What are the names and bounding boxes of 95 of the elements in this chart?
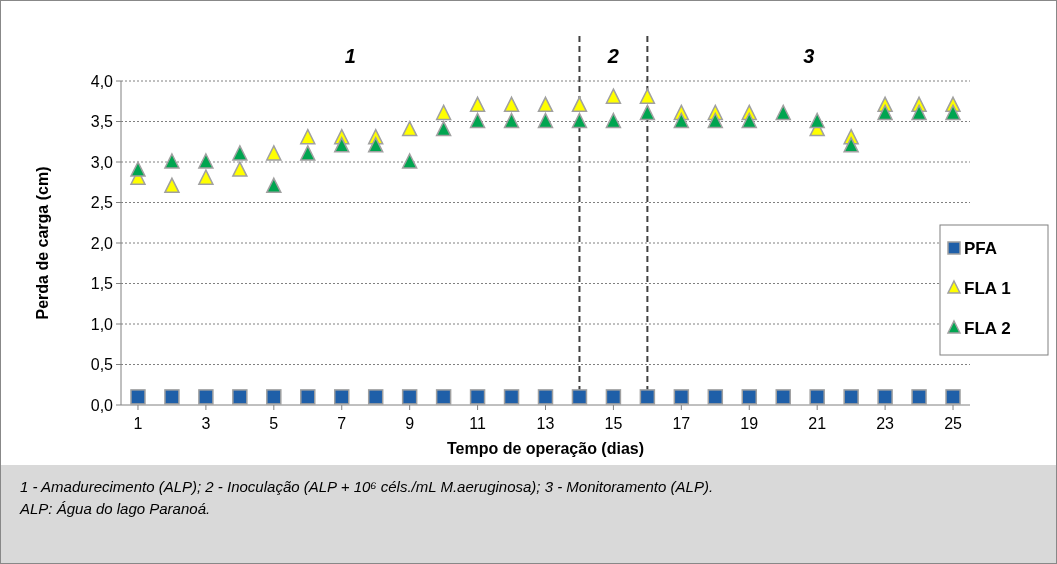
y-tick-label: 2,5 <box>90 194 114 212</box>
point <box>300 389 316 405</box>
point <box>198 389 214 405</box>
point <box>503 112 520 129</box>
point <box>809 389 825 405</box>
point <box>537 389 554 405</box>
point <box>673 389 690 405</box>
x-tick-label: 21 <box>808 415 827 432</box>
legend-label: FLA 1 <box>964 278 1011 298</box>
legend-label: PFA <box>964 238 998 258</box>
x-tick-label: 25 <box>944 415 963 432</box>
point <box>639 88 656 104</box>
text: 3 <box>803 45 815 67</box>
x-tick-label: 3 <box>201 415 211 432</box>
point <box>232 161 248 177</box>
y-axis-title: Perda de carga (cm) <box>34 166 51 320</box>
point <box>300 145 316 161</box>
point <box>673 112 690 129</box>
point <box>639 389 656 405</box>
y-tick-label: 1,0 <box>90 315 114 333</box>
point <box>911 389 927 405</box>
x-axis-title: Tempo de operação (dias) <box>446 440 645 457</box>
point <box>266 145 282 161</box>
point <box>775 389 791 405</box>
point <box>945 389 961 405</box>
point <box>605 112 622 129</box>
x-tick-label: 17 <box>672 415 691 432</box>
point <box>198 153 214 169</box>
point <box>741 112 758 129</box>
text: 1 <box>344 45 356 67</box>
y-tick-label: 2,0 <box>90 234 114 252</box>
x-tick-label: 1 <box>133 415 143 432</box>
point <box>877 104 893 121</box>
point <box>300 128 316 145</box>
point <box>333 389 350 405</box>
point <box>843 137 859 153</box>
point <box>469 96 486 113</box>
y-tick-label: 4,0 <box>90 72 114 90</box>
point <box>130 389 146 405</box>
point <box>707 389 724 405</box>
point <box>401 120 418 137</box>
point <box>741 389 758 405</box>
x-tick-label: 7 <box>337 415 347 432</box>
point <box>503 96 520 113</box>
point <box>775 104 791 121</box>
point <box>537 112 554 129</box>
x-tick-label: 19 <box>740 415 759 432</box>
text: ALP: Água do lago Paranoá. <box>19 500 211 517</box>
point <box>435 120 452 137</box>
point <box>809 112 825 129</box>
point <box>232 389 248 405</box>
point <box>571 112 588 129</box>
point <box>911 104 927 121</box>
text: 2 <box>606 45 619 67</box>
x-tick-label: 5 <box>269 415 279 432</box>
x-tick-label: 11 <box>469 415 486 432</box>
point <box>469 389 486 405</box>
point <box>130 161 146 177</box>
point <box>164 177 180 194</box>
point <box>266 177 282 194</box>
point <box>605 88 622 104</box>
x-tick-label: 23 <box>876 415 895 432</box>
point <box>945 104 961 121</box>
point <box>367 389 384 405</box>
point <box>639 104 656 121</box>
point <box>266 389 282 405</box>
point <box>435 389 452 405</box>
text: 1 - Amadurecimento (ALP); 2 - Inoculação (ALP + 10⁶ céls./mL M.aeruginosa); 3 - Monitoramento (ALP). <box>20 478 714 495</box>
point <box>843 389 859 405</box>
x-tick-label: 9 <box>405 415 415 432</box>
y-tick-label: 3,5 <box>90 113 114 131</box>
y-tick-label: 0,5 <box>90 356 114 374</box>
y-tick-label: 3,0 <box>90 153 114 171</box>
point <box>435 104 452 121</box>
point <box>707 112 724 129</box>
y-tick-label: 0,0 <box>90 396 114 414</box>
point <box>198 169 214 185</box>
point <box>164 153 180 169</box>
point <box>401 153 418 169</box>
point <box>367 137 384 153</box>
y-tick-label: 1,5 <box>90 275 114 293</box>
x-tick-label: 13 <box>536 415 555 432</box>
point <box>571 96 588 113</box>
point <box>537 96 554 113</box>
point <box>605 389 622 405</box>
x-tick-label: 15 <box>604 415 623 432</box>
point <box>571 389 588 405</box>
point <box>877 389 893 405</box>
point <box>333 137 350 153</box>
point <box>503 389 520 405</box>
point <box>401 389 418 405</box>
point <box>232 145 248 161</box>
point <box>164 389 180 405</box>
point <box>469 112 486 129</box>
legend-label: FLA 2 <box>964 318 1011 338</box>
